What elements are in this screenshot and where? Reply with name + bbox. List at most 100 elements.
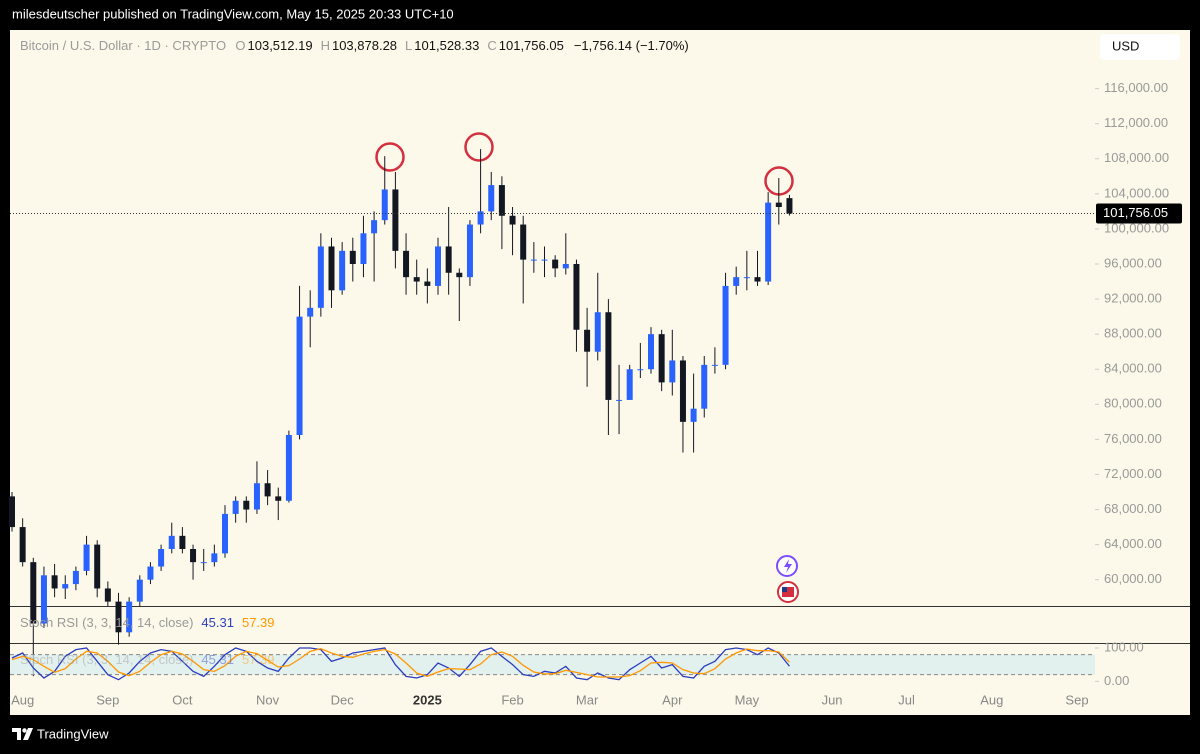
y-tick-label: 72,000.00 xyxy=(1104,466,1162,481)
candle-body xyxy=(30,562,37,624)
ohlc-key: C xyxy=(487,38,497,53)
candle-body xyxy=(296,316,303,435)
candle-body xyxy=(243,500,250,510)
candle-body xyxy=(94,544,101,589)
flag-glyph xyxy=(782,587,794,597)
y-tick-label: 76,000.00 xyxy=(1104,431,1162,446)
candle-body xyxy=(126,601,133,633)
candle-body xyxy=(9,496,15,528)
candle-body xyxy=(775,202,782,207)
logo xyxy=(22,728,27,733)
candle-body xyxy=(584,329,591,352)
candle-body xyxy=(115,601,122,633)
candle-body xyxy=(371,220,378,234)
footer-bar xyxy=(0,715,1200,754)
candle-body xyxy=(360,233,367,264)
change: −1,756.14 (−1.70%) xyxy=(573,38,689,53)
candle-body xyxy=(743,277,750,279)
event-icon-glyph xyxy=(784,559,792,573)
logo xyxy=(12,728,33,740)
x-tick-label: 2025 xyxy=(413,692,442,707)
currency: USD xyxy=(1112,38,1139,53)
candle-body xyxy=(168,535,175,549)
x-tick-label: Sep xyxy=(96,692,119,707)
candle-body xyxy=(733,277,740,286)
candle-body xyxy=(466,224,473,278)
candle-body xyxy=(626,369,633,400)
indicator-value: 45.31 xyxy=(201,615,234,630)
candle-body xyxy=(679,360,686,422)
candle-body xyxy=(445,246,452,273)
candle-body xyxy=(253,483,260,510)
candle-body xyxy=(381,189,388,221)
y-tick-label: 100,000.00 xyxy=(1104,220,1169,235)
x-tick-label: Apr xyxy=(662,692,683,707)
annotation-circle xyxy=(464,132,494,162)
x-tick-label: Jul xyxy=(898,692,915,707)
ohlc-value: 101,756.05 xyxy=(498,38,564,53)
last-price-label: 101,756.05 xyxy=(1103,205,1168,220)
band-fill xyxy=(10,654,1095,675)
symbol: Bitcoin / U.S. Dollar · 1D · CRYPTO xyxy=(20,38,227,53)
indicator-legend: Stoch RSI (3, 3, 14, 14, close) 45.31 57.3… xyxy=(20,615,275,630)
y-tick-label: 68,000.00 xyxy=(1104,501,1162,516)
candle-body xyxy=(264,483,271,497)
x-tick-label: Sep xyxy=(1065,692,1088,707)
candle-body xyxy=(477,211,484,225)
candle-body xyxy=(541,259,548,261)
ohlc-key: H xyxy=(320,38,330,53)
published-line: milesdeutscher published on TradingView.… xyxy=(12,6,454,21)
candle-body xyxy=(392,189,399,251)
candle-body xyxy=(200,562,207,564)
y-tick-label: 80,000.00 xyxy=(1104,396,1162,411)
currency-box[interactable] xyxy=(1100,34,1180,60)
candle-body xyxy=(658,334,665,383)
ohlc: O 103,512.19 H 103,878.28 L 101,528.33 C 101,75… xyxy=(235,38,571,53)
x-tick-label: Jun xyxy=(822,692,843,707)
candle-body xyxy=(328,246,335,291)
ohlc-key: O xyxy=(235,38,246,53)
candle-body xyxy=(403,250,410,278)
indicator-value: 57.39 xyxy=(242,615,275,630)
ohlc-value: 101,528.33 xyxy=(414,38,480,53)
y-tick-label: 104,000.00 xyxy=(1104,185,1169,200)
candle-body xyxy=(51,575,58,589)
candle-body xyxy=(190,549,197,563)
indicator-line xyxy=(11,647,790,681)
chart-background xyxy=(10,30,1190,715)
indicator-value: 57.39 xyxy=(242,652,275,667)
x-tick-label: Aug xyxy=(11,692,34,707)
candle-body xyxy=(104,588,111,602)
x-tick-label: Nov xyxy=(256,692,280,707)
ohlc-key: L xyxy=(405,38,413,53)
candle-body xyxy=(648,334,654,370)
candle-body xyxy=(424,281,431,286)
candle-body xyxy=(530,259,537,261)
candle-body xyxy=(509,215,516,225)
last-price-box xyxy=(1096,203,1182,224)
y-tick-label: 64,000.00 xyxy=(1104,536,1162,551)
candle-body xyxy=(488,185,495,212)
ohlc-value: 103,878.28 xyxy=(331,38,398,53)
footer-brand: TradingView xyxy=(37,726,109,741)
legend-header: Bitcoin / U.S. Dollar · 1D · CRYPTO O 103… xyxy=(20,38,691,53)
candle-body xyxy=(711,364,718,366)
y-tick-label: 116,000.00 xyxy=(1104,80,1168,95)
candle-body xyxy=(19,527,26,563)
indicator-legend: Stoch RSI (3, 3, 14, 14, close) 45.31 57.3… xyxy=(20,652,275,667)
candle-body xyxy=(552,259,559,269)
x-tick-label: Dec xyxy=(331,692,355,707)
candle-body xyxy=(232,500,239,514)
candle-body xyxy=(562,264,569,269)
candle-body xyxy=(701,364,708,409)
candle-body xyxy=(222,513,228,554)
candle-body xyxy=(754,277,761,282)
candle-body xyxy=(413,277,420,282)
candle-body xyxy=(669,360,676,383)
candle-body xyxy=(40,575,47,624)
indicator-value: 45.31 xyxy=(201,652,234,667)
indicator-title: Stoch RSI (3, 3, 14, 14, close) xyxy=(20,615,193,630)
candle-body xyxy=(179,535,186,549)
y-tick-label: 112,000.00 xyxy=(1104,115,1168,130)
candle-body xyxy=(594,312,601,352)
